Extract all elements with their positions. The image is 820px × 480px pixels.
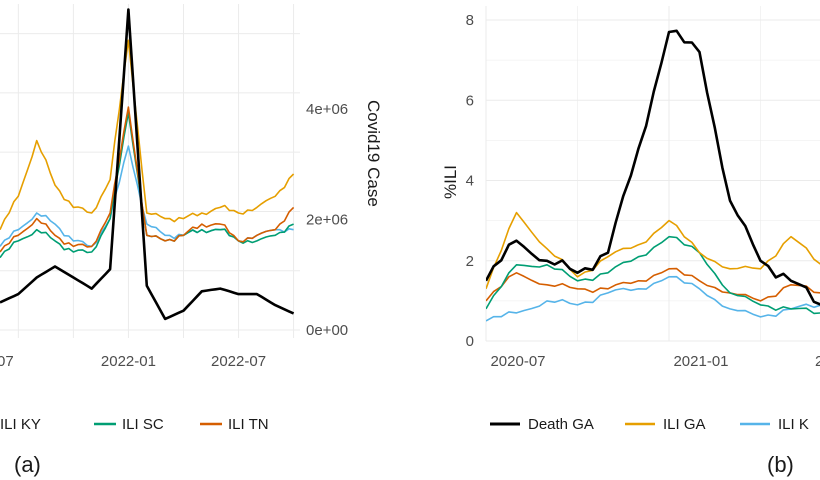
panel-a-x-tick-labels: 07 2022-01 2022-07 <box>0 353 266 370</box>
legend-item-ili-tn: ILI TN <box>200 416 269 433</box>
legend-label: ILI SC <box>122 416 164 433</box>
series-line-ili-ky <box>486 275 820 322</box>
x-tick-label: 2020-07 <box>490 353 545 370</box>
legend-item-death-ga: Death GA <box>490 416 594 433</box>
series-line-ili-tn <box>0 106 295 253</box>
legend-label: ILI TN <box>228 416 269 433</box>
panel-b-y-axis-title: %ILI <box>441 165 460 199</box>
x-tick-label: 2021-01 <box>673 353 728 370</box>
legend-item-ili-sc: ILI SC <box>94 416 164 433</box>
x-tick-label: 2022-01 <box>101 353 156 370</box>
panel-b-lines <box>486 29 820 322</box>
series-line-covid19-case <box>0 8 295 321</box>
panel-a-y2-tick-labels: 0e+00 2e+06 4e+06 <box>306 101 348 339</box>
panel-a-gridlines <box>0 4 300 338</box>
y2-tick-label: 4e+06 <box>306 101 348 118</box>
y-tick-label: 6 <box>466 92 474 109</box>
x-tick-label: 2 <box>815 353 820 370</box>
legend-item-ili-k: ILI K <box>740 416 809 433</box>
panel-a-y2-axis-title: Covid19 Case <box>364 100 383 207</box>
x-tick-label: 07 <box>0 353 14 370</box>
legend-label: ILI K <box>778 416 809 433</box>
legend-label: Death GA <box>528 416 594 433</box>
panel-a-label: (a) <box>14 452 41 477</box>
series-line-ili-ga <box>0 39 295 231</box>
y2-tick-label: 0e+00 <box>306 322 348 339</box>
legend-item-ili-ky: ILI KY <box>0 416 41 433</box>
y-tick-label: 4 <box>466 173 474 190</box>
panel-a-lines <box>0 8 295 321</box>
series-line-death-ga <box>486 29 820 306</box>
panel-a-legend: ILI KY ILI SC ILI TN <box>0 416 269 433</box>
x-tick-label: 2022-07 <box>211 353 266 370</box>
y-tick-label: 0 <box>466 333 474 350</box>
panel-a: 07 2022-01 2022-07 0e+00 2e+06 4e+06 Covid19… <box>0 4 383 477</box>
legend-label: ILI KY <box>0 416 41 433</box>
y-tick-label: 8 <box>466 12 474 29</box>
panel-b-y-tick-labels: 0 2 4 6 8 <box>466 12 474 350</box>
y-tick-label: 2 <box>466 253 474 270</box>
legend-label: ILI GA <box>663 416 706 433</box>
y2-tick-label: 2e+06 <box>306 211 348 228</box>
legend-item-ili-ga: ILI GA <box>625 416 706 433</box>
panel-b-gridlines <box>485 6 820 342</box>
series-line-ili-sc <box>486 235 820 315</box>
panel-b-legend: Death GA ILI GA ILI K <box>490 416 809 433</box>
panel-b-label: (b) <box>767 452 794 477</box>
